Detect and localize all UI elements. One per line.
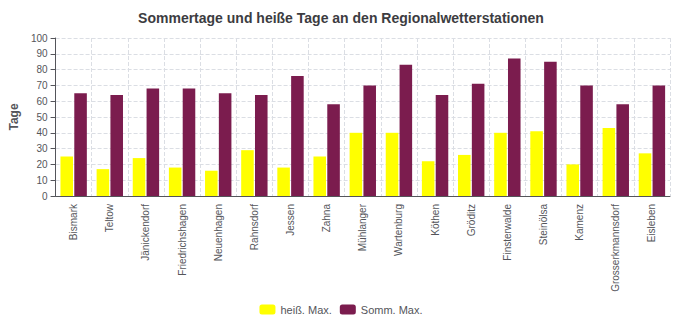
svg-text:Teltow: Teltow xyxy=(104,203,115,232)
svg-text:50: 50 xyxy=(36,112,48,123)
svg-text:80: 80 xyxy=(36,64,48,75)
svg-text:Kamenz: Kamenz xyxy=(574,204,585,241)
svg-text:Steinölsa: Steinölsa xyxy=(538,204,549,246)
svg-text:Rahnsdorf: Rahnsdorf xyxy=(249,204,260,250)
svg-text:Finsterwalde: Finsterwalde xyxy=(502,204,513,261)
svg-text:30: 30 xyxy=(36,143,48,154)
svg-text:Mühlanger: Mühlanger xyxy=(357,203,368,251)
svg-text:0: 0 xyxy=(42,191,48,202)
svg-text:40: 40 xyxy=(36,127,48,138)
svg-text:Tage: Tage xyxy=(7,103,21,130)
svg-text:100: 100 xyxy=(31,33,48,44)
svg-text:Grosserkmannsdorf: Grosserkmannsdorf xyxy=(610,204,621,292)
svg-text:Somm. Max.: Somm. Max. xyxy=(361,304,423,316)
svg-text:20: 20 xyxy=(36,159,48,170)
svg-text:Köthen: Köthen xyxy=(430,204,441,236)
svg-text:60: 60 xyxy=(36,96,48,107)
svg-text:Neuenhagen: Neuenhagen xyxy=(213,204,224,261)
svg-text:Friedrichshagen: Friedrichshagen xyxy=(177,204,188,276)
svg-text:heiß. Max.: heiß. Max. xyxy=(280,304,331,316)
svg-text:Bismark: Bismark xyxy=(68,203,79,240)
svg-text:10: 10 xyxy=(36,175,48,186)
svg-text:Eisleben: Eisleben xyxy=(646,204,657,242)
svg-text:Jessen: Jessen xyxy=(285,204,296,236)
svg-text:Wartenburg: Wartenburg xyxy=(393,204,404,256)
svg-text:Jänickendorf: Jänickendorf xyxy=(140,204,151,261)
svg-text:Gröditz: Gröditz xyxy=(466,204,477,236)
svg-text:Sommertage und heiße Tage an d: Sommertage und heiße Tage an den Regiona… xyxy=(138,10,544,26)
svg-text:70: 70 xyxy=(36,80,48,91)
svg-text:90: 90 xyxy=(36,48,48,59)
svg-text:Zahna: Zahna xyxy=(321,204,332,233)
